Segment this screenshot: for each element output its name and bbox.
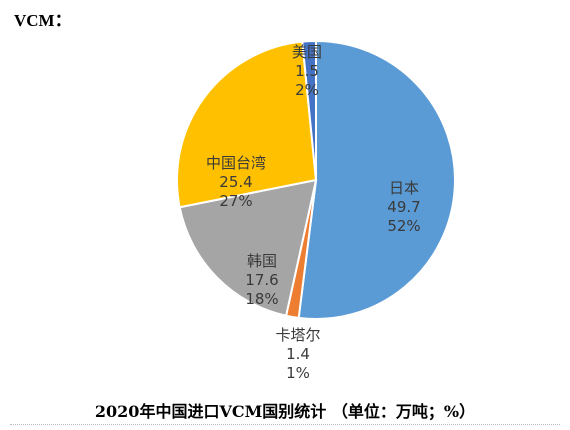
slice-percent-label: 27% [219, 192, 252, 210]
pie-slices [176, 39, 456, 320]
slice-name-label: 日本 [389, 179, 419, 197]
slice-name-label: 韩国 [247, 252, 277, 270]
chart-caption: 2020年中国进口VCM国别统计 （单位：万吨；%） [94, 402, 476, 421]
slice-percent-label: 52% [387, 217, 420, 235]
pie-slice-中国台湾 [176, 40, 318, 209]
slice-percent-label: 2% [295, 81, 319, 99]
pie-slice-美国 [301, 39, 317, 181]
slice-value-label: 49.7 [387, 198, 420, 216]
slice-name-label: 中国台湾 [206, 154, 266, 172]
slice-value-label: 1.4 [286, 345, 310, 363]
section-label: VCM： [14, 11, 72, 30]
slice-percent-label: 1% [286, 364, 310, 382]
slice-value-label: 17.6 [245, 271, 278, 289]
slice-name-label: 卡塔尔 [275, 326, 320, 344]
slice-value-label: 25.4 [219, 173, 252, 191]
slice-percent-label: 18% [245, 290, 278, 308]
slice-value-label: 1.5 [295, 62, 319, 80]
pie-slice-日本 [297, 39, 456, 320]
divider [10, 424, 560, 425]
slice-name-label: 美国 [292, 43, 322, 61]
pie-slice-韩国 [178, 178, 318, 317]
